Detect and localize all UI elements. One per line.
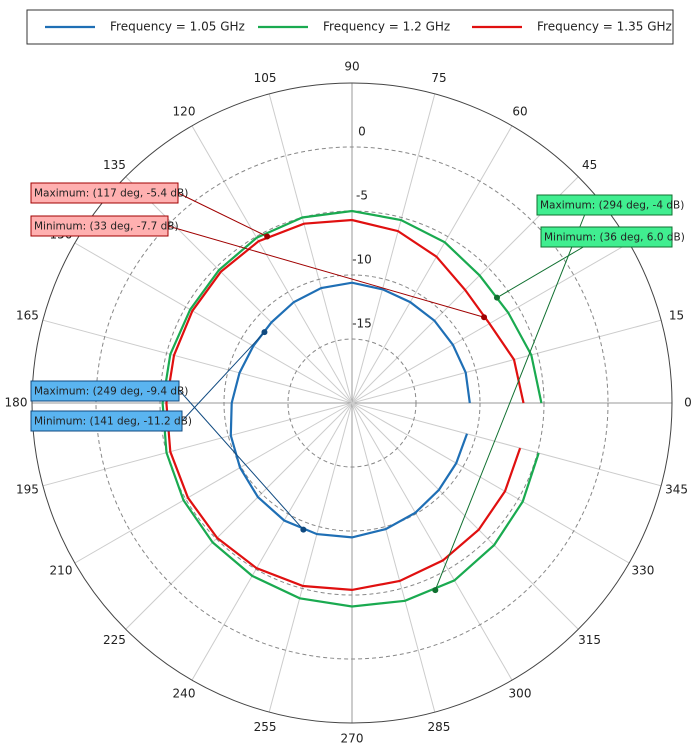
annotation-text: Maximum: (117 deg, -5.4 dB) bbox=[34, 188, 188, 200]
angle-label: 240 bbox=[173, 686, 196, 700]
angle-label: 255 bbox=[254, 720, 277, 734]
r-tick-label: -10 bbox=[352, 253, 372, 267]
spoke bbox=[268, 402, 353, 713]
angle-label: 105 bbox=[254, 71, 277, 85]
annotation-box bbox=[540, 226, 673, 248]
angle-label: 135 bbox=[103, 158, 126, 172]
grid-ring bbox=[95, 146, 609, 660]
spoke bbox=[191, 125, 353, 404]
angle-label: 195 bbox=[16, 482, 39, 496]
legend-label: Frequency = 1.35 GHz bbox=[537, 20, 672, 34]
outer-ring bbox=[31, 82, 673, 724]
marker bbox=[300, 526, 307, 533]
spoke bbox=[351, 242, 630, 404]
annotation-box bbox=[30, 380, 180, 402]
curve bbox=[161, 209, 543, 608]
annotation-box bbox=[30, 182, 179, 204]
curve bbox=[165, 218, 525, 592]
angle-label: 270 bbox=[341, 732, 364, 746]
angle-label: 210 bbox=[50, 564, 73, 578]
annotation-box bbox=[536, 194, 673, 216]
angle-label: 330 bbox=[632, 564, 655, 578]
annotation-text: Maximum: (249 deg, -9.4 dB) bbox=[34, 386, 188, 398]
angle-label: 300 bbox=[509, 686, 532, 700]
spoke bbox=[42, 319, 353, 404]
spoke bbox=[351, 319, 662, 404]
annotation-box bbox=[30, 215, 169, 237]
spoke bbox=[351, 93, 436, 404]
angle-label: 60 bbox=[512, 105, 527, 119]
leader-line bbox=[434, 213, 586, 591]
legend-label: Frequency = 1.05 GHz bbox=[110, 20, 245, 34]
marker bbox=[261, 329, 268, 336]
spoke bbox=[351, 402, 662, 487]
r-tick-label: -5 bbox=[356, 189, 368, 203]
marker bbox=[481, 314, 488, 321]
angle-label: 90 bbox=[344, 60, 359, 74]
spoke bbox=[268, 93, 353, 404]
spoke bbox=[191, 402, 353, 681]
angle-label: 315 bbox=[578, 633, 601, 647]
leader-line bbox=[181, 331, 265, 422]
annotation-text: Minimum: (33 deg, -7.7 dB) bbox=[34, 221, 179, 233]
annotation-box bbox=[30, 410, 183, 432]
annotation-text: Minimum: (141 deg, -11.2 dB) bbox=[34, 416, 192, 428]
angle-label: 75 bbox=[431, 71, 446, 85]
leader-line bbox=[178, 389, 304, 531]
r-tick-label: -15 bbox=[352, 317, 372, 331]
angle-label: 225 bbox=[103, 633, 126, 647]
leader-line bbox=[177, 192, 268, 237]
marker bbox=[493, 294, 500, 301]
angle-label: 345 bbox=[665, 482, 688, 496]
angle-label: 165 bbox=[16, 309, 39, 323]
curve bbox=[229, 281, 471, 539]
angle-label: 285 bbox=[428, 720, 451, 734]
spoke bbox=[351, 402, 436, 713]
spoke bbox=[125, 176, 353, 404]
leader-line bbox=[167, 225, 485, 318]
angle-label: 15 bbox=[669, 309, 684, 323]
grid-ring bbox=[223, 274, 481, 532]
spoke bbox=[74, 402, 353, 564]
r-tick-label: 0 bbox=[358, 125, 366, 139]
legend-box bbox=[26, 9, 674, 45]
spoke bbox=[42, 402, 353, 487]
annotation-text: Minimum: (36 deg, 6.0 dB) bbox=[544, 232, 685, 244]
spoke bbox=[125, 402, 353, 630]
legend-label: Frequency = 1.2 GHz bbox=[323, 20, 450, 34]
grid-ring bbox=[287, 338, 417, 468]
marker bbox=[264, 233, 271, 240]
spoke bbox=[351, 402, 630, 564]
angle-label: 45 bbox=[582, 158, 597, 172]
angle-label: 120 bbox=[173, 105, 196, 119]
spoke bbox=[351, 402, 513, 681]
leader-line bbox=[496, 245, 586, 299]
angle-label: 180 bbox=[5, 396, 28, 410]
annotation-text: Maximum: (294 deg, -4 dB) bbox=[540, 200, 684, 212]
spoke bbox=[351, 125, 513, 404]
spoke bbox=[74, 242, 353, 404]
angle-label: 0 bbox=[684, 396, 692, 410]
marker bbox=[432, 587, 439, 594]
